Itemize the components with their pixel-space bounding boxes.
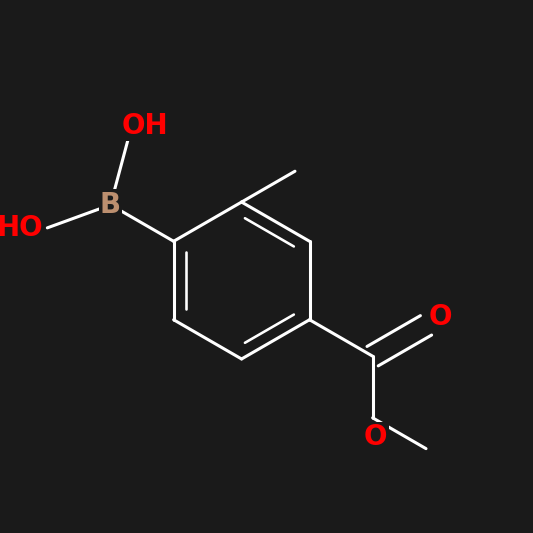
Text: OH: OH [122, 112, 168, 140]
Text: O: O [364, 423, 387, 451]
Text: B: B [100, 191, 121, 219]
Text: HO: HO [0, 214, 43, 242]
Text: O: O [429, 303, 452, 331]
